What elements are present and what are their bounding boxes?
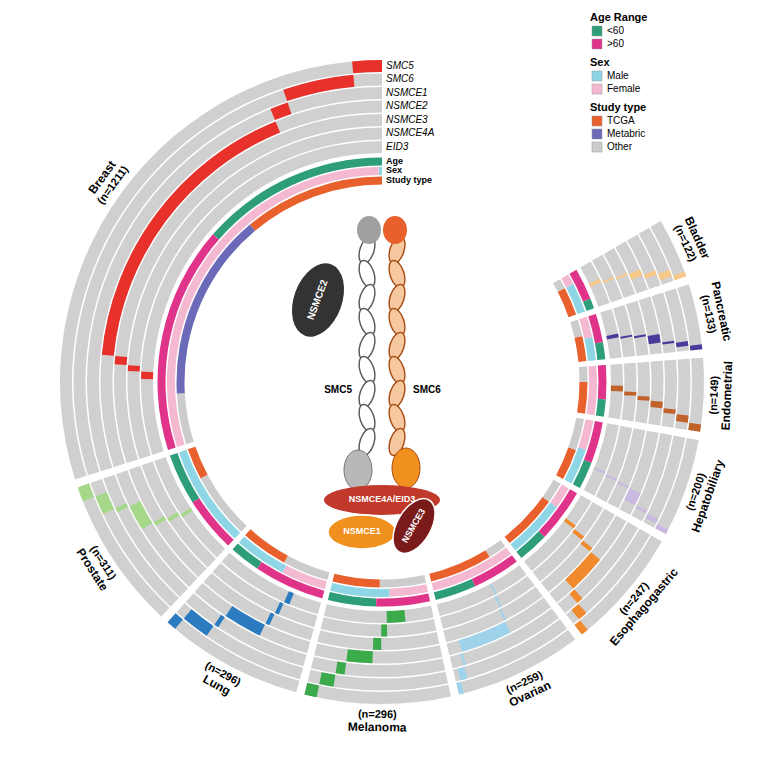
svg-text:Ovarian: Ovarian [506,678,554,710]
svg-text:Melanoma: Melanoma [348,720,407,735]
svg-text:Age Range: Age Range [590,11,647,23]
svg-text:(n=247): (n=247) [617,579,652,617]
svg-text:Female: Female [607,83,641,94]
svg-text:Sex: Sex [590,56,610,68]
svg-text:(n=122): (n=122) [672,223,699,264]
svg-text:Age: Age [386,156,403,166]
svg-text:>60: >60 [607,38,624,49]
svg-text:Breast: Breast [85,158,119,197]
svg-text:<60: <60 [607,25,624,36]
svg-text:Prostate: Prostate [73,545,112,594]
svg-text:Other: Other [607,141,633,152]
svg-text:(n=296): (n=296) [358,708,397,721]
svg-text:NSMCE2: NSMCE2 [305,278,330,321]
svg-text:(n=149): (n=149) [707,375,721,415]
svg-text:Pancreatic: Pancreatic [708,280,735,343]
svg-text:NSMCE1: NSMCE1 [386,87,428,98]
svg-text:NSMCE3: NSMCE3 [400,507,427,544]
svg-text:NSMCE4A: NSMCE4A [386,127,435,138]
svg-text:(n=1211): (n=1211) [94,163,130,206]
svg-text:Bladder: Bladder [681,214,714,261]
svg-text:Hepatobiliary: Hepatobiliary [688,457,727,535]
svg-text:SMC6: SMC6 [413,384,441,395]
svg-text:Metabric: Metabric [607,128,645,139]
svg-text:(n=296): (n=296) [203,659,243,688]
svg-text:SMC5: SMC5 [324,384,352,395]
svg-text:NSMCE1: NSMCE1 [343,526,381,536]
svg-text:TCGA: TCGA [607,115,635,126]
svg-text:Lung: Lung [200,671,233,699]
svg-text:SMC5: SMC5 [386,60,414,71]
svg-text:(n=259): (n=259) [504,668,545,696]
svg-text:(n=133): (n=133) [699,294,719,335]
svg-text:NSMCE2: NSMCE2 [386,100,428,111]
svg-text:Study type: Study type [590,101,646,113]
svg-text:(n=200): (n=200) [683,471,707,512]
svg-text:NSMCE4A/EID3: NSMCE4A/EID3 [349,494,416,504]
svg-text:Endometrial: Endometrial [719,361,736,431]
svg-text:NSMCE3: NSMCE3 [386,114,428,125]
svg-text:(n=311): (n=311) [88,543,119,582]
svg-text:SMC6: SMC6 [386,73,414,84]
svg-text:Male: Male [607,70,629,81]
svg-text:EID3: EID3 [386,141,409,152]
svg-text:Esophagogastric: Esophagogastric [607,565,681,648]
svg-text:Sex: Sex [386,165,402,175]
svg-text:Study type: Study type [386,175,432,185]
